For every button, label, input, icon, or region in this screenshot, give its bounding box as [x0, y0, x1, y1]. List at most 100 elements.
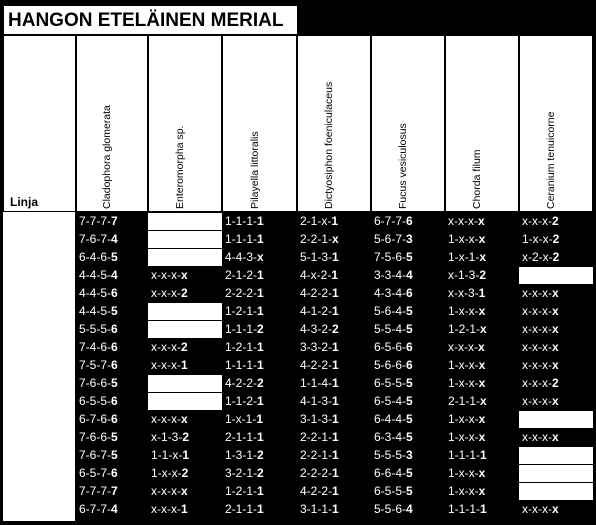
table-cell: 1-x-x-x: [448, 466, 486, 480]
column-header-cell: Fucus vesiculosus: [371, 35, 445, 212]
column-header-label: Cladophora glomerata: [101, 105, 113, 209]
table-cell: 1-2-1-x: [448, 322, 487, 336]
table-cell: x-x-x-1: [151, 358, 188, 372]
table-cell: 6-7-7-4: [79, 502, 118, 516]
table-cell: 7-5-6-5: [374, 250, 413, 264]
table-cell: x-x-x-x: [522, 304, 559, 318]
table-cell: 7-6-7-4: [79, 232, 118, 246]
table-cell: 4-4-3-x: [225, 250, 264, 264]
column-header-label: Chorda filum: [471, 149, 483, 209]
table-cell: 5-5-5-3: [374, 448, 413, 462]
table-cell: 1-1-1-1: [225, 358, 264, 372]
table-cell: 1-x-x-x: [448, 430, 486, 444]
table-cell: x-x-x-2: [522, 376, 559, 390]
title-bar-fill: [298, 5, 593, 35]
table-cell: 1-x-x-x: [448, 304, 486, 318]
table-cell: 1-x-x-x: [448, 232, 486, 246]
table-cell: x-x-x-x: [522, 430, 559, 444]
table-cell: 2-2-2-1: [225, 286, 264, 300]
table-cell: 1-x-x-2: [522, 232, 560, 246]
table-cell: 7-7-7-7: [79, 484, 118, 498]
table-cell: 1-1-1-1: [448, 448, 487, 462]
table-cell: 4-2-2-1: [300, 358, 339, 372]
table-cell: [148, 303, 222, 320]
table-cell: 1-1-x-1: [151, 448, 190, 462]
table-cell: [519, 483, 593, 500]
table-cell: 3-3-4-4: [374, 268, 413, 282]
table-cell: 1-2-1-1: [225, 484, 264, 498]
table-cell: [148, 375, 222, 392]
table-cell: x-x-x-x: [448, 214, 485, 228]
table-cell: 5-6-6-6: [374, 358, 413, 372]
table-cell: [519, 411, 593, 428]
table-cell: x-x-x-1: [151, 502, 188, 516]
table-cell: 4-2-2-1: [300, 484, 339, 498]
row-header-cell: Linja: [3, 35, 76, 212]
table-cell: x-1-3-2: [448, 268, 487, 282]
table-cell: 6-5-5-6: [79, 394, 118, 408]
table-cell: 5-5-6-4: [374, 502, 413, 516]
row-label-column: [3, 212, 76, 521]
table-cell: 6-7-6-6: [79, 412, 118, 426]
column-header-label: Ceranium tenuicorne: [545, 111, 557, 209]
table-cell: 5-5-4-5: [374, 322, 413, 336]
table-cell: 7-5-7-6: [79, 358, 118, 372]
table-cell: 1-1-1-1: [225, 232, 264, 246]
table-cell: 1-x-x-x: [448, 412, 486, 426]
table-cell: 2-2-2-1: [300, 466, 339, 480]
table-cell: 1-1-1-2: [225, 322, 264, 336]
table-title: HANGON ETELÄINEN MERIAL: [3, 5, 298, 35]
table-cell: 5-6-7-3: [374, 232, 413, 246]
table-cell: 1-x-x-2: [151, 466, 189, 480]
table-cell: 4-x-2-1: [300, 268, 339, 282]
table-cell: 2-2-1-x: [300, 232, 339, 246]
table-cell: 1-3-1-2: [225, 448, 264, 462]
table-cell: x-x-x-x: [522, 394, 559, 408]
table-cell: x-x-x-x: [151, 268, 188, 282]
table-cell: 2-1-2-1: [225, 268, 264, 282]
table-cell: x-x-x-2: [151, 340, 188, 354]
table-cell: [148, 249, 222, 266]
table-cell: x-x-x-x: [522, 358, 559, 372]
table-cell: 6-5-5-5: [374, 484, 413, 498]
table-cell: 7-4-6-6: [79, 340, 118, 354]
table-cell: 7-6-6-5: [79, 430, 118, 444]
table-cell: 6-3-4-5: [374, 430, 413, 444]
column-header-label: Dictyosiphon foeniculaceus: [323, 81, 335, 209]
table-cell: 3-1-1-1: [300, 502, 339, 516]
row-header-label: Linja: [10, 195, 39, 209]
table-cell: 1-1-4-1: [300, 376, 339, 390]
column-header-cell: Dictyosiphon foeniculaceus: [297, 35, 371, 212]
table-cell: 4-4-5-5: [79, 304, 118, 318]
table-cell: [519, 447, 593, 464]
table-cell: x-x-x-x: [522, 322, 559, 336]
column-header-cell: Cladophora glomerata: [76, 35, 148, 212]
table-cell: 3-2-1-2: [225, 466, 264, 480]
table-cell: 7-7-7-7: [79, 214, 118, 228]
table-cell: 1-x-x-x: [448, 358, 486, 372]
table-cell: 6-4-4-5: [374, 412, 413, 426]
table-cell: 7-6-6-5: [79, 376, 118, 390]
table-cell: 2-1-1-x: [448, 394, 487, 408]
table-cell: 4-1-3-1: [300, 394, 339, 408]
table-cell: 4-2-2-2: [225, 376, 264, 390]
table-cell: 2-1-x-1: [300, 214, 339, 228]
table-cell: 1-1-1-1: [225, 214, 264, 228]
column-header-label: Fucus vesiculosus: [397, 123, 409, 209]
table-cell: 4-3-4-6: [374, 286, 413, 300]
table-cell: 1-1-1-1: [448, 502, 487, 516]
column-header-label: Enteromorpha sp.: [174, 125, 186, 209]
table-cell: x-x-x-x: [522, 340, 559, 354]
table-cell: 3-1-3-1: [300, 412, 339, 426]
table-cell: x-x-x-2: [522, 214, 559, 228]
table-cell: 1-1-2-1: [225, 394, 264, 408]
table-cell: 5-1-3-1: [300, 250, 339, 264]
table-cell: 2-1-1-1: [225, 502, 264, 516]
table-cell: 4-2-2-1: [300, 286, 339, 300]
table-cell: 2-2-1-1: [300, 430, 339, 444]
table-cell: x-x-3-1: [448, 286, 486, 300]
table-cell: x-2-x-2: [522, 250, 560, 264]
table-cell: [148, 231, 222, 248]
table-cell: 6-6-4-5: [374, 466, 413, 480]
